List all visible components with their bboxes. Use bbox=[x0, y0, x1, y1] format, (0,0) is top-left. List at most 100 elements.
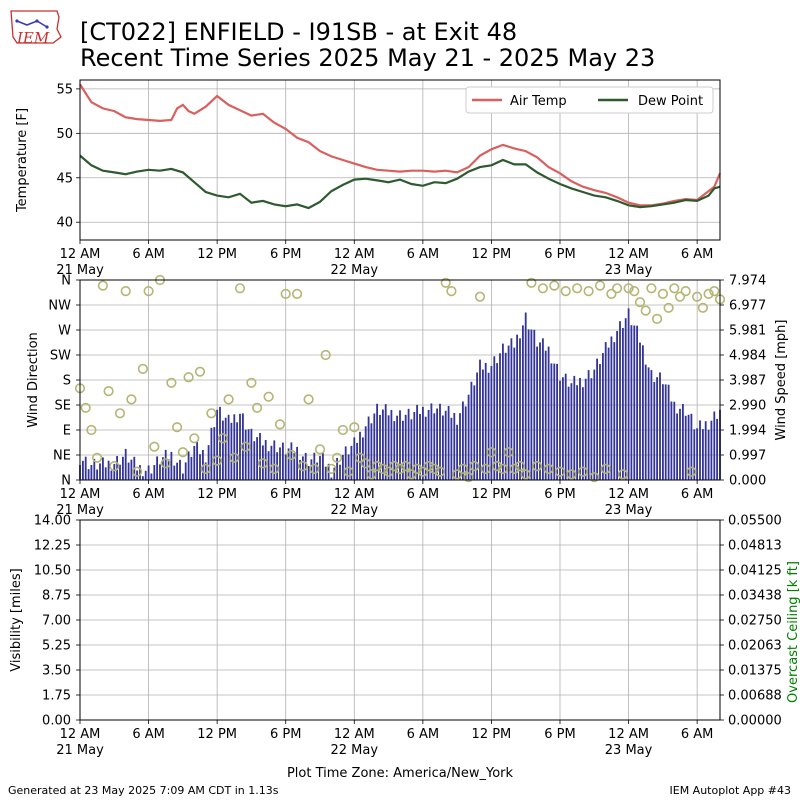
wind-speed-bar bbox=[447, 406, 450, 480]
wind-speed-bar bbox=[667, 384, 670, 480]
chart-title: [CT022] ENFIELD - I91SB - at Exit 48 bbox=[80, 18, 518, 46]
wind-direction-marker bbox=[189, 433, 200, 444]
air-temp-line bbox=[79, 83, 722, 207]
wind-speed-bar bbox=[322, 453, 324, 480]
wind-speed-bar bbox=[690, 413, 693, 480]
temp-xdate-label: 23 May bbox=[605, 263, 653, 278]
wind-direction-marker bbox=[132, 466, 143, 477]
wind-speed-bar bbox=[442, 415, 444, 480]
wind-direction-marker bbox=[303, 394, 314, 405]
vis-xtick-label: 12 AM bbox=[608, 727, 649, 742]
vis-xtick-label: 6 AM bbox=[681, 727, 714, 742]
wind-direction-marker bbox=[606, 288, 617, 300]
wind-speed-bar bbox=[650, 370, 653, 480]
wind-speed-bar bbox=[619, 321, 621, 480]
legend-dew-point-label: Dew Point bbox=[638, 94, 703, 109]
temp-xtick-label: 6 AM bbox=[132, 247, 165, 262]
wind-speed-tick-label: 0.000 bbox=[729, 474, 766, 489]
wind-speed-bar bbox=[462, 401, 464, 480]
wind-speed-bar bbox=[396, 415, 398, 480]
ceiling-tick-label: 0.02063 bbox=[728, 639, 782, 654]
wind-speed-bar bbox=[484, 362, 487, 480]
visibility-tick-label: 14.00 bbox=[34, 514, 71, 529]
temp-xdate-label: 21 May bbox=[56, 263, 104, 278]
wind-speed-bar bbox=[576, 385, 578, 480]
wind-direction-marker bbox=[446, 286, 457, 297]
wind-speed-bar bbox=[239, 413, 241, 480]
wind-speed-bar bbox=[302, 456, 304, 480]
vis-xtick-label: 12 PM bbox=[197, 727, 237, 742]
wind-direction-tick-label: SW bbox=[50, 349, 71, 364]
wind-speed-bar bbox=[82, 460, 84, 480]
visibility-tick-label: 10.50 bbox=[34, 564, 71, 579]
wind-direction-marker bbox=[691, 291, 703, 302]
wind-speed-bar bbox=[110, 470, 113, 480]
wind-speed-bar bbox=[390, 409, 393, 480]
wind-speed-bar bbox=[533, 329, 536, 480]
wind-speed-bar bbox=[436, 408, 438, 480]
chart-subtitle: Recent Time Series 2025 May 21 - 2025 Ma… bbox=[80, 44, 656, 72]
wind-direction-marker bbox=[292, 288, 303, 300]
wind-xtick-label: 6 AM bbox=[681, 487, 714, 502]
wind-direction-marker bbox=[571, 283, 583, 294]
wind-direction-marker bbox=[543, 463, 554, 475]
vis-xdate-label: 21 May bbox=[56, 743, 104, 758]
wind-xtick-label: 12 AM bbox=[608, 487, 649, 502]
vis-xtick-label: 12 AM bbox=[334, 727, 375, 742]
wind-speed-bar bbox=[167, 459, 170, 480]
wind-speed-bar bbox=[507, 345, 510, 480]
wind-direction-marker bbox=[703, 288, 714, 300]
wind-speed-bar bbox=[573, 375, 576, 480]
wind-speed-bar bbox=[713, 411, 716, 480]
wind-speed-bar bbox=[659, 372, 661, 480]
wind-speed-bar bbox=[613, 342, 616, 480]
wind-direction-marker bbox=[709, 286, 720, 297]
wind-speed-bar bbox=[124, 448, 127, 480]
wind-direction-marker bbox=[252, 402, 263, 413]
wind-speed-bar bbox=[596, 358, 598, 480]
vis-xtick-label: 6 PM bbox=[544, 727, 575, 742]
wind-speed-bar bbox=[450, 417, 453, 480]
wind-speed-bar bbox=[662, 384, 664, 480]
wind-speed-bar bbox=[144, 470, 147, 480]
wind-speed-bar bbox=[253, 441, 256, 480]
wind-direction-marker bbox=[577, 466, 589, 477]
wind-speed-bar bbox=[570, 383, 573, 480]
wind-speed-bar bbox=[342, 454, 344, 480]
wind-speed-bar bbox=[84, 456, 87, 480]
wind-direction-marker bbox=[531, 461, 543, 472]
wind-speed-bar bbox=[564, 373, 567, 480]
wind-direction-marker bbox=[137, 363, 148, 375]
temp-xtick-label: 12 AM bbox=[608, 247, 649, 262]
ceiling-tick-label: 0.04125 bbox=[728, 564, 782, 579]
wind-speed-bar bbox=[490, 366, 493, 480]
wind-direction-marker bbox=[514, 461, 526, 472]
wind-speed-bar bbox=[87, 469, 90, 480]
wind-direction-tick-label: NE bbox=[53, 449, 71, 464]
wind-speed-bar bbox=[693, 429, 696, 480]
wind-speed-bar bbox=[470, 381, 473, 480]
wind-speed-bar bbox=[459, 413, 461, 480]
wind-speed-bar bbox=[244, 429, 247, 480]
visibility-tick-label: 0.00 bbox=[42, 714, 71, 729]
wind-speed-bar bbox=[350, 445, 353, 480]
wind-speed-tick-label: 3.987 bbox=[729, 374, 766, 389]
wind-direction-marker bbox=[537, 283, 549, 294]
wind-direction-marker bbox=[274, 419, 286, 430]
wind-speed-bar bbox=[282, 442, 284, 480]
wind-direction-marker bbox=[354, 452, 366, 463]
wind-direction-marker bbox=[486, 447, 497, 458]
wind-xtick-label: 12 AM bbox=[334, 487, 375, 502]
wind-speed-bar bbox=[127, 462, 130, 480]
wind-speed-bar bbox=[593, 369, 596, 480]
wind-speed-bar bbox=[567, 386, 570, 480]
wind-direction-marker bbox=[417, 466, 429, 477]
wind-speed-bar bbox=[267, 451, 270, 480]
wind-direction-marker bbox=[583, 286, 594, 297]
wind-direction-tick-label: NW bbox=[48, 299, 71, 314]
wind-direction-marker bbox=[263, 391, 274, 402]
wind-direction-marker bbox=[657, 288, 669, 300]
visibility-tick-label: 5.25 bbox=[42, 639, 71, 654]
wind-direction-marker bbox=[474, 291, 486, 302]
wind-speed-bar bbox=[250, 428, 253, 480]
